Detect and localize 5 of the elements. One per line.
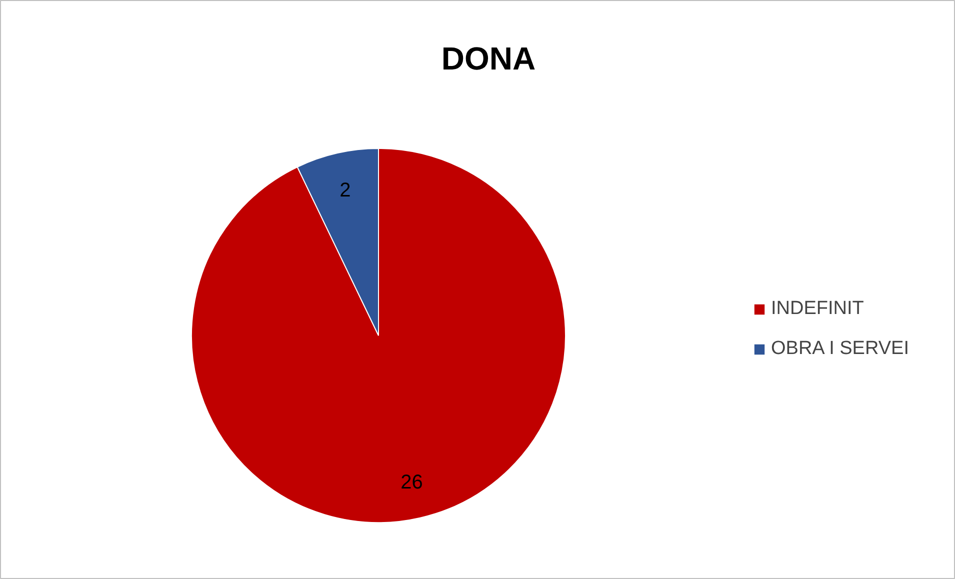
legend-label: INDEFINIT bbox=[771, 298, 864, 320]
legend-label: OBRA I SERVEI bbox=[771, 338, 909, 360]
data-label: 26 bbox=[400, 471, 423, 494]
data-label: 2 bbox=[340, 180, 351, 202]
chart-title: DONA bbox=[441, 40, 536, 76]
